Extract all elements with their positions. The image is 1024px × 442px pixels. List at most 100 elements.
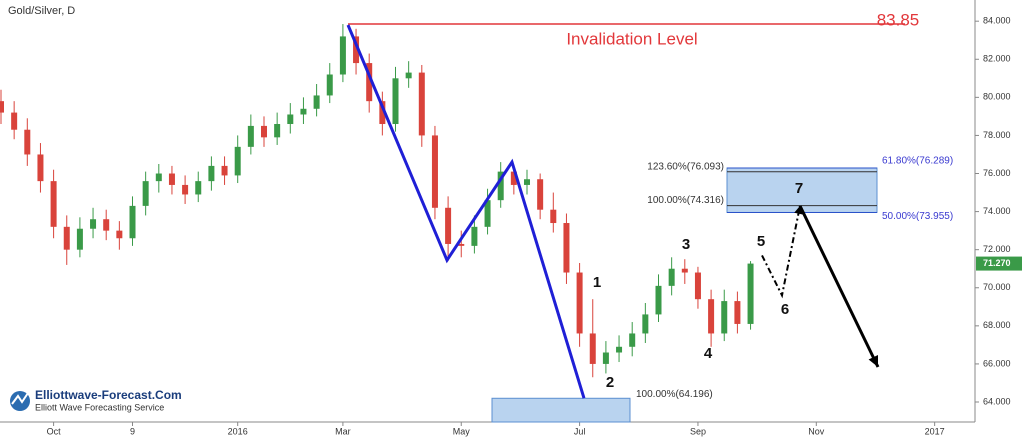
- invalidation-value: 83.85: [877, 10, 920, 29]
- projection-arrow: [798, 205, 880, 368]
- projection-dashed: [761, 205, 801, 299]
- y-tick-label: 70.000: [983, 282, 1011, 292]
- wave-label: 5: [757, 233, 765, 250]
- candle-body: [287, 114, 294, 125]
- y-tick-label: 84.000: [983, 16, 1011, 26]
- x-tick-label: 2016: [228, 426, 248, 436]
- invalidation-label: Invalidation Level: [566, 29, 697, 48]
- candle-body: [261, 125, 267, 138]
- candle-body: [339, 36, 346, 75]
- candle-body: [182, 184, 189, 195]
- y-tick-label: 64.000: [983, 396, 1011, 406]
- logo-tagline: Elliott Wave Forecasting Service: [35, 402, 164, 412]
- wave-label: 2: [606, 374, 614, 391]
- wave-label: 6: [781, 301, 789, 318]
- y-tick-label: 78.000: [983, 130, 1011, 140]
- y-tick-label: 76.000: [983, 168, 1011, 178]
- x-tick-label: May: [453, 426, 471, 436]
- candle-body: [576, 272, 583, 334]
- candle-body: [90, 219, 97, 229]
- candle-body: [129, 205, 136, 239]
- fib-label: 100.00%(74.316): [647, 195, 724, 206]
- last-price-tag: [976, 256, 1022, 271]
- candle-body: [708, 299, 715, 334]
- last-price-label: 71.270: [983, 258, 1011, 268]
- candle-body: [445, 207, 452, 244]
- candle-body: [418, 72, 425, 136]
- y-tick-label: 82.000: [983, 54, 1011, 64]
- candle-body: [300, 108, 307, 115]
- wave-label: 3: [682, 236, 690, 253]
- wave-label: 1: [593, 274, 601, 291]
- candle-body: [537, 179, 544, 210]
- candle-body: [37, 154, 44, 182]
- candle-body: [734, 301, 741, 324]
- candle-body: [524, 179, 530, 185]
- candle-body: [721, 301, 728, 334]
- x-tick-label: Mar: [335, 426, 351, 436]
- candle-body: [602, 352, 609, 364]
- candle-body: [563, 223, 570, 273]
- arrow-head: [794, 205, 803, 215]
- candle-body: [142, 181, 149, 206]
- candle-body: [63, 226, 70, 250]
- candle-body: [379, 101, 386, 125]
- fib-label: 61.80%(76.289): [882, 156, 953, 167]
- candle-body: [366, 63, 373, 102]
- candle-body: [234, 146, 241, 176]
- candle-body: [50, 181, 57, 227]
- x-tick-label: Nov: [808, 426, 825, 436]
- y-tick-label: 80.000: [983, 92, 1011, 102]
- candle-body: [694, 272, 701, 300]
- candle-body: [510, 171, 517, 185]
- candle-body: [392, 78, 399, 125]
- candle-body: [103, 219, 110, 231]
- candle-body: [681, 268, 688, 273]
- logo-name: Elliottwave-Forecast.Com: [35, 388, 182, 402]
- candle-body: [208, 165, 215, 182]
- candle-body: [405, 72, 412, 79]
- y-tick-label: 74.000: [983, 206, 1011, 216]
- candle-body: [155, 173, 162, 182]
- fib-label: 50.00%(73.955): [882, 211, 953, 222]
- candle-body: [326, 74, 333, 96]
- arrow-head: [868, 354, 878, 367]
- candle-body: [458, 243, 465, 246]
- candle-body: [168, 173, 175, 185]
- fib-label: 100.00%(64.196): [636, 389, 713, 400]
- candle-body: [116, 230, 123, 239]
- y-tick-label: 68.000: [983, 320, 1011, 330]
- x-tick-label: 9: [130, 426, 135, 436]
- y-tick-label: 66.000: [983, 358, 1011, 368]
- candle-body: [353, 36, 360, 64]
- wave-label: 4: [704, 345, 713, 362]
- x-tick-label: 2017: [925, 426, 945, 436]
- candle-body: [313, 95, 320, 109]
- candle-body: [11, 112, 18, 130]
- candle-body: [431, 135, 438, 208]
- fib-label: 123.60%(76.093): [647, 161, 724, 172]
- x-tick-label: Oct: [47, 426, 62, 436]
- zigzag-line: [346, 24, 586, 399]
- candle-body: [221, 165, 228, 176]
- x-tick-label: Jul: [574, 426, 586, 436]
- candle-body: [747, 263, 754, 324]
- candle-body: [668, 268, 675, 286]
- candle-body: [589, 333, 596, 364]
- candle-body: [655, 285, 662, 315]
- logo: Elliottwave-Forecast.Com Elliott Wave Fo…: [10, 388, 182, 412]
- x-tick-label: Sep: [690, 426, 706, 436]
- y-tick-label: 72.000: [983, 244, 1011, 254]
- candle-body: [195, 181, 202, 195]
- candle-body: [550, 209, 557, 224]
- candle-body: [0, 101, 4, 113]
- fib-zone: [491, 397, 631, 423]
- chart-title: Gold/Silver, D: [8, 5, 75, 17]
- candle-body: [76, 228, 83, 250]
- candle-body: [629, 333, 636, 347]
- candle-body: [497, 171, 504, 201]
- logo-icon-wave: [11, 392, 29, 405]
- candle-body: [274, 124, 281, 138]
- candle-body: [484, 200, 491, 227]
